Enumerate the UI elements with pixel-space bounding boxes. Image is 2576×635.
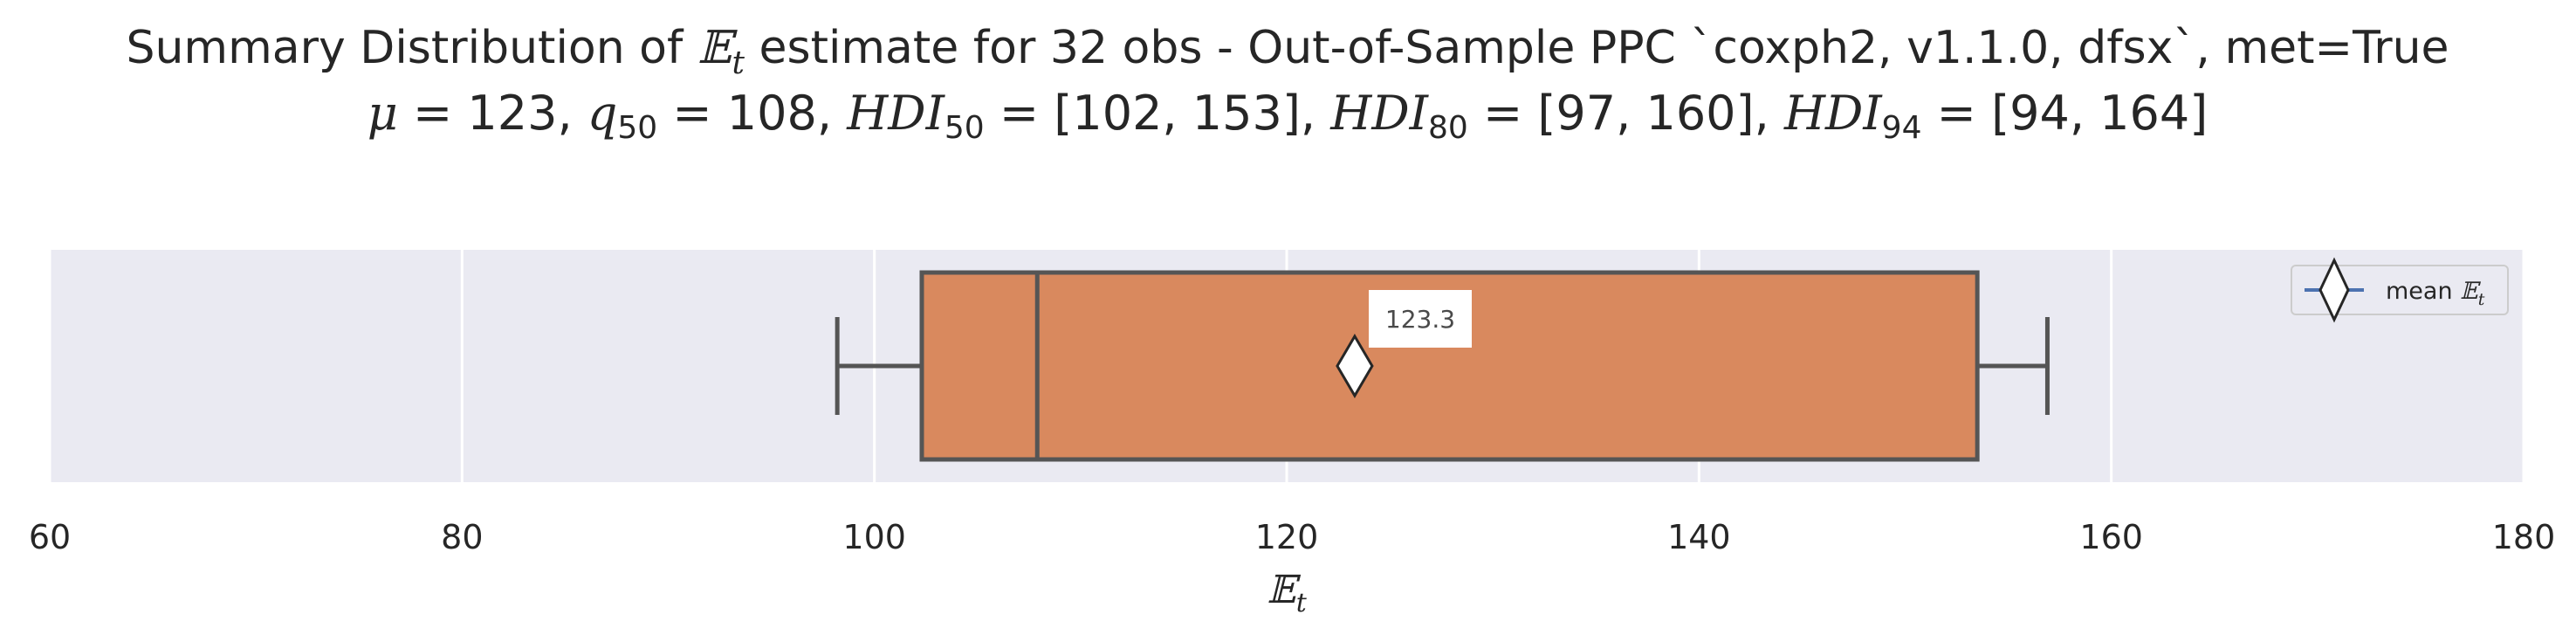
subtitle-hdi94-subscript: 94: [1882, 110, 1922, 146]
subtitle-hdi94-value: [94, 164]: [1991, 86, 2208, 141]
subtitle-hdi80-subscript: 80: [1428, 110, 1468, 146]
mean-label-background: [1369, 290, 1472, 348]
subtitle-hdi80-symbol: HDI: [1329, 86, 1429, 141]
subtitle-hdi50-value: [102, 153]: [1054, 86, 1301, 141]
x-tick-label-160: 160: [2079, 518, 2143, 556]
x-tick-label-80: 80: [441, 518, 483, 556]
legend-diamond-marker: [2318, 257, 2350, 323]
subtitle-hdi50-symbol: HDI: [846, 86, 945, 141]
chart-title: Summary Distribution of 𝔼t estimate for …: [126, 22, 2449, 81]
subtitle-q-symbol: q: [587, 86, 618, 141]
box-plot: 123.3: [835, 270, 2050, 462]
x-tick-label-120: 120: [1255, 518, 1319, 556]
subtitle-mu-symbol: μ: [368, 86, 398, 141]
x-tick-label-100: 100: [842, 518, 906, 556]
x-tick-label-60: 60: [29, 518, 71, 556]
chart-title-suffix: estimate for 32 obs - Out-of-Sample PPC …: [745, 22, 2449, 74]
x-axis-ticks: 60 80 100 120 140 160 180: [29, 518, 2555, 556]
x-axis-label-symbol: 𝔼: [1267, 568, 1301, 612]
x-tick-label-180: 180: [2492, 518, 2556, 556]
subtitle-hdi50-subscript: 50: [945, 110, 985, 146]
legend: mean 𝔼t: [2291, 257, 2509, 323]
mean-marker: [1336, 334, 1374, 398]
chart-title-prefix: Summary Distribution of: [126, 22, 697, 74]
chart-title-subscript: t: [732, 45, 745, 81]
chart-subtitle: μ = 123, q50 = 108, HDI50 = [102, 153], …: [368, 86, 2208, 146]
legend-label: mean 𝔼t: [2386, 278, 2485, 309]
legend-label-prefix: mean: [2386, 278, 2460, 305]
subtitle-q-subscript: 50: [617, 110, 657, 146]
legend-frame: [2291, 265, 2509, 315]
subtitle-q50-value: 108: [727, 86, 817, 141]
x-axis-label-subscript: t: [1296, 588, 1308, 618]
subtitle-hdi80-value: [97, 160]: [1537, 86, 1754, 141]
legend-label-subscript: t: [2478, 290, 2485, 309]
chart-title-symbol: 𝔼: [697, 22, 738, 74]
subtitle-hdi94-symbol: HDI: [1783, 86, 1883, 141]
x-axis-label: 𝔼t: [1267, 568, 1308, 618]
mean-data-label: 123.3: [1385, 305, 1455, 334]
x-tick-label-140: 140: [1667, 518, 1731, 556]
subtitle-mu-value: 123: [467, 86, 557, 141]
legend-label-symbol: 𝔼: [2460, 278, 2481, 305]
